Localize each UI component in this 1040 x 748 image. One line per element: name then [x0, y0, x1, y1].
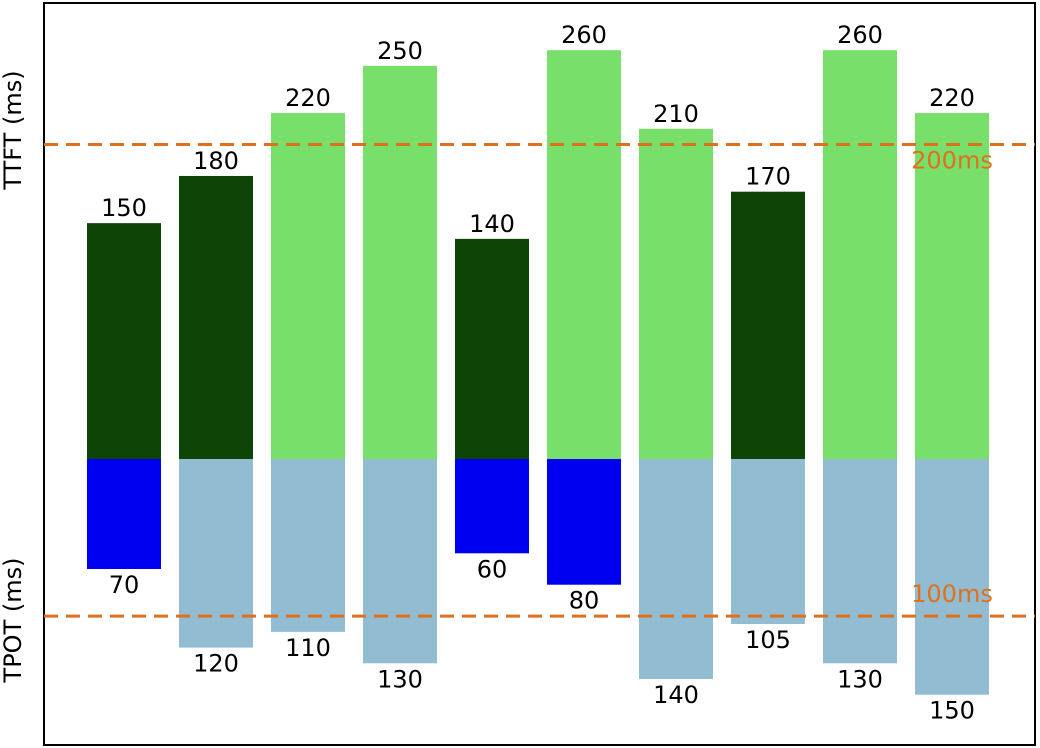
bar: [639, 128, 713, 460]
value-label: 105: [745, 626, 791, 654]
value-label: 140: [653, 681, 699, 709]
bar: [363, 65, 437, 460]
bar: [547, 459, 621, 585]
y-axis-label: TTFT (ms): [0, 70, 27, 190]
bar: [363, 459, 437, 664]
value-label: 80: [569, 587, 600, 615]
bar: [823, 459, 897, 664]
value-label: 130: [837, 665, 883, 693]
value-label: 70: [109, 571, 140, 599]
threshold-label: 100ms: [911, 580, 993, 608]
value-label: 150: [101, 194, 147, 222]
value-label: 140: [469, 210, 515, 238]
bar: [271, 459, 345, 632]
bar: [87, 459, 161, 569]
value-label: 150: [929, 697, 975, 725]
bar: [731, 459, 805, 624]
threshold-label: 200ms: [911, 147, 993, 175]
value-label: 250: [377, 37, 423, 65]
bar: [731, 191, 805, 460]
bar: [179, 175, 253, 459]
value-label: 220: [285, 84, 331, 112]
bar: [179, 459, 253, 648]
value-label: 210: [653, 100, 699, 128]
bar: [639, 459, 713, 679]
value-label: 110: [285, 634, 331, 662]
value-label: 130: [377, 665, 423, 693]
bar: [915, 459, 989, 695]
bar: [271, 113, 345, 459]
bar: [823, 50, 897, 459]
value-label: 170: [745, 163, 791, 191]
value-label: 120: [193, 650, 239, 678]
value-label: 260: [561, 21, 607, 49]
value-label: 260: [837, 21, 883, 49]
value-label: 180: [193, 147, 239, 175]
bar: [455, 459, 529, 554]
bar: [87, 223, 161, 459]
value-label: 220: [929, 84, 975, 112]
bar: [547, 50, 621, 459]
value-label: 60: [477, 555, 508, 583]
bar: [915, 113, 989, 459]
bar: [455, 238, 529, 459]
plot-frame: [43, 2, 1036, 746]
y-axis-label: TPOT (ms): [0, 558, 27, 684]
